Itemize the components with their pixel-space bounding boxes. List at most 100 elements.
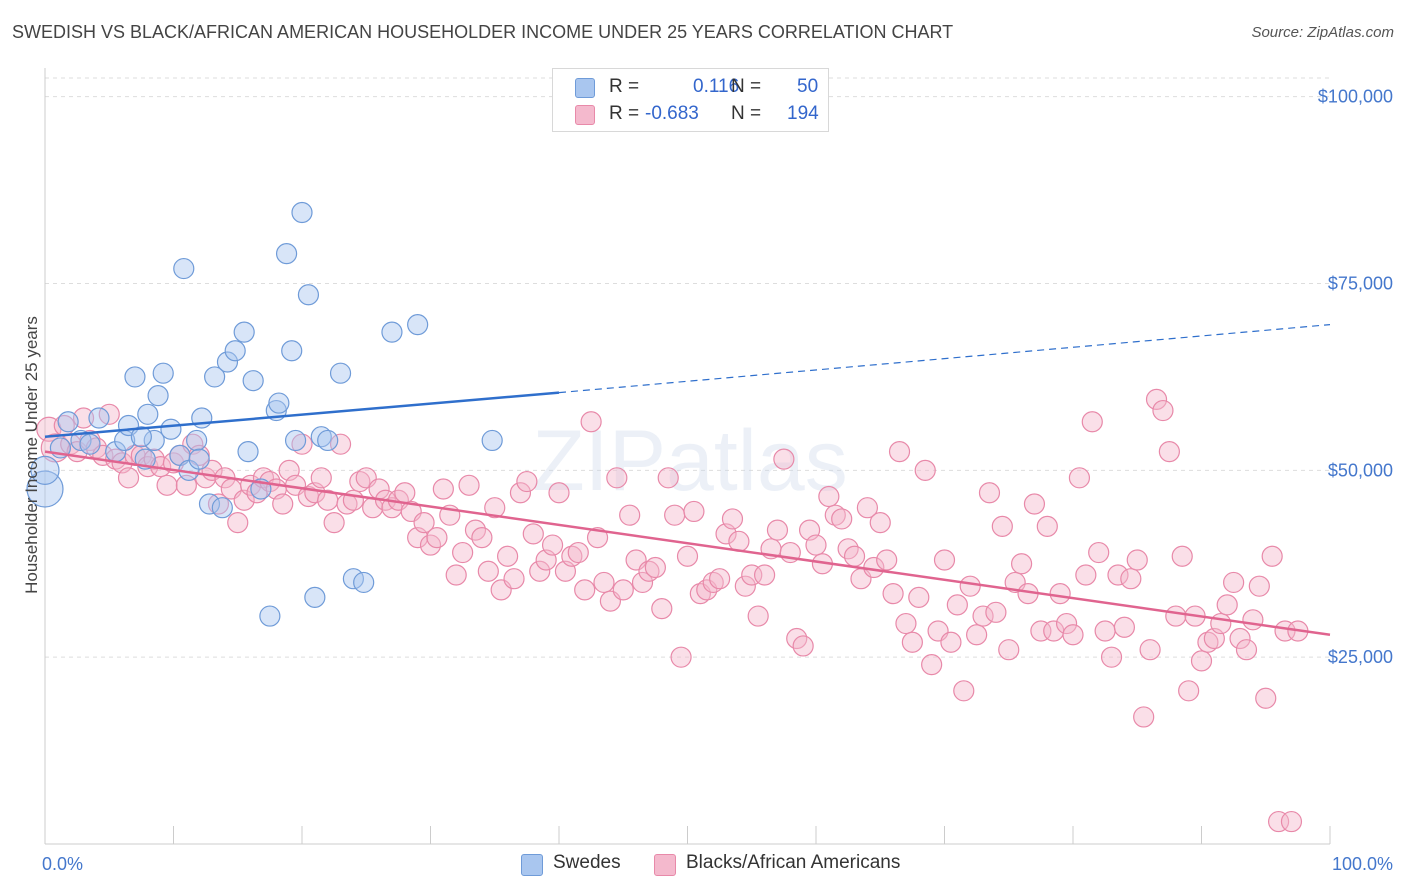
- data-point-swedes: [160, 418, 182, 440]
- data-point-blacks: [580, 411, 602, 433]
- data-point-blacks: [638, 560, 660, 582]
- bottom-legend-label-swedes: Swedes: [553, 852, 621, 873]
- chart-title: SWEDISH VS BLACK/AFRICAN AMERICAN HOUSEH…: [12, 22, 954, 42]
- data-point-blacks: [741, 564, 763, 586]
- data-point-blacks: [921, 654, 943, 676]
- tick-labels: $25,000 $50,000 $75,000 $100,000 0.0% 100.0%: [42, 87, 1393, 874]
- data-point-blacks: [1120, 568, 1142, 590]
- data-point-blacks: [207, 493, 230, 515]
- data-point-blacks: [458, 474, 480, 496]
- data-point-blacks: [1165, 605, 1187, 627]
- watermark: ZIPatlas: [532, 413, 847, 509]
- data-point-blacks: [1133, 706, 1155, 728]
- data-point-blacks: [1081, 411, 1103, 433]
- data-point-blacks: [1248, 575, 1270, 597]
- data-point-blacks: [843, 545, 866, 567]
- data-point-blacks: [683, 500, 705, 523]
- data-point-blacks: [1062, 624, 1084, 646]
- data-point-swedes: [284, 429, 307, 452]
- legend-n-value: 194: [787, 103, 819, 124]
- data-point-blacks: [876, 549, 898, 571]
- legend-swatch-blacks: [575, 105, 595, 125]
- data-point-swedes: [233, 321, 255, 343]
- data-point-blacks: [413, 512, 435, 534]
- data-point-blacks: [529, 560, 551, 582]
- data-point-blacks: [477, 560, 499, 582]
- bottom-legend-blacks: Blacks/African Americans: [654, 852, 924, 876]
- data-point-blacks: [509, 482, 532, 504]
- data-point-swedes: [242, 370, 264, 392]
- data-point-blacks: [644, 556, 666, 579]
- data-point-blacks: [1030, 620, 1052, 642]
- data-point-blacks: [574, 579, 596, 601]
- data-point-blacks: [612, 579, 634, 601]
- data-point-swedes: [259, 605, 281, 627]
- bottom-legend-swedes: Swedes: [521, 852, 631, 876]
- bottom-legend-label-blacks: Blacks/African Americans: [686, 852, 901, 873]
- data-point-blacks: [1152, 399, 1174, 422]
- data-point-blacks: [1088, 541, 1110, 564]
- y-tick-label: $50,000: [1328, 460, 1393, 480]
- data-point-blacks: [856, 497, 879, 519]
- data-point-swedes: [130, 426, 152, 448]
- data-point-blacks: [445, 564, 467, 586]
- y-tick-label: $75,000: [1328, 274, 1393, 294]
- data-point-blacks: [747, 605, 769, 627]
- data-point-blacks: [651, 597, 673, 620]
- data-point-blacks: [831, 508, 853, 530]
- legend-r-value: -0.683: [645, 103, 699, 124]
- trend-line-swedes-extension: [558, 324, 1331, 394]
- data-point-blacks: [702, 571, 724, 594]
- data-point-blacks: [709, 568, 731, 590]
- y-tick-label: $25,000: [1328, 647, 1393, 667]
- data-point-swedes: [297, 284, 320, 306]
- data-point-blacks: [991, 515, 1013, 537]
- data-point-swedes: [188, 448, 210, 470]
- data-point-blacks: [792, 635, 814, 657]
- data-point-blacks: [1197, 631, 1219, 653]
- data-point-swedes: [147, 385, 169, 407]
- data-point-blacks: [227, 512, 249, 534]
- data-point-swedes: [310, 426, 332, 448]
- data-point-blacks: [908, 586, 930, 608]
- data-point-blacks: [1113, 616, 1136, 638]
- data-point-blacks: [824, 504, 846, 526]
- data-point-blacks: [985, 601, 1007, 623]
- data-point-swedes: [237, 441, 259, 463]
- data-point-blacks: [1068, 467, 1091, 489]
- data-point-blacks: [959, 575, 981, 597]
- data-point-blacks: [773, 448, 795, 470]
- data-point-blacks: [1139, 639, 1161, 661]
- data-point-swedes: [381, 321, 403, 343]
- data-point-swedes: [143, 429, 165, 452]
- data-point-blacks: [631, 571, 654, 594]
- data-point-blacks: [914, 459, 936, 481]
- data-point-blacks: [1049, 583, 1071, 605]
- data-point-blacks: [1216, 594, 1238, 616]
- data-point-blacks: [426, 526, 448, 549]
- data-point-swedes: [124, 366, 146, 388]
- data-point-swedes: [329, 362, 352, 384]
- data-point-swedes: [353, 571, 375, 594]
- data-point-blacks: [1242, 609, 1264, 631]
- data-point-swedes: [291, 201, 313, 224]
- data-point-blacks: [1229, 627, 1251, 650]
- data-point-swedes: [30, 455, 60, 485]
- data-point-blacks: [471, 526, 493, 549]
- legend-r-label: R =: [609, 103, 640, 124]
- data-point-blacks: [1210, 612, 1232, 635]
- data-point-blacks: [721, 508, 744, 530]
- data-point-swedes: [173, 257, 195, 280]
- data-point-blacks: [1094, 620, 1116, 642]
- data-point-swedes: [304, 586, 326, 608]
- data-point-blacks: [432, 478, 454, 500]
- data-point-blacks: [1280, 810, 1303, 833]
- data-point-swedes: [198, 493, 221, 515]
- data-point-swedes: [224, 340, 246, 362]
- data-point-blacks: [888, 441, 911, 463]
- data-point-blacks: [670, 646, 692, 668]
- data-point-blacks: [657, 467, 679, 489]
- x-tick-label: 100.0%: [1332, 854, 1393, 874]
- data-point-blacks: [593, 571, 615, 594]
